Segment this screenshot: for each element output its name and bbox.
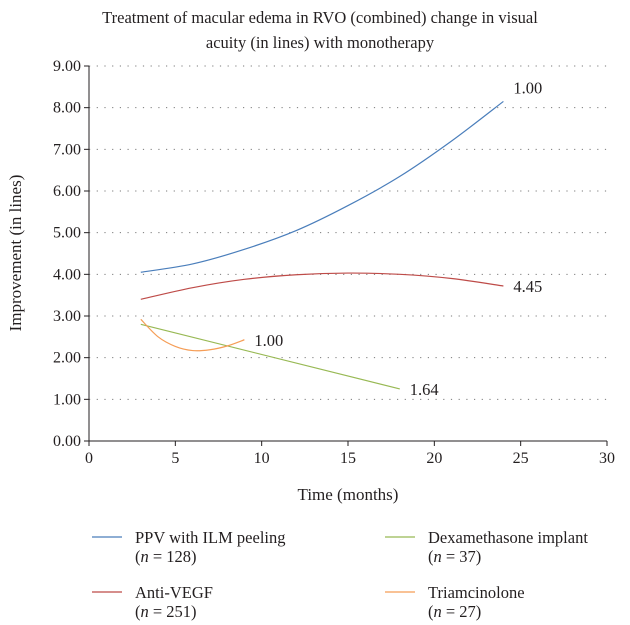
x-tick-label: 25 [513,450,529,467]
end-labels: 1.00 4.45 1.64 1.00 [254,78,542,399]
legend-series-n: (n = 27) [428,602,481,621]
legend-series-n: (n = 37) [428,547,481,566]
x-tick-label: 15 [340,450,356,467]
legend: PPV with ILM peeling(n = 128)Anti-VEGF(n… [92,528,588,621]
chart-title-line-1: Treatment of macular edema in RVO (combi… [102,8,538,27]
series-line-3 [140,318,245,352]
legend-series-name: PPV with ILM peeling [135,528,286,547]
chart-title-line-2: acuity (in lines) with monotherapy [206,33,435,52]
legend-item: Triamcinolone(n = 27) [385,583,525,621]
y-tick-label: 6.00 [53,183,81,200]
y-tick-label: 2.00 [53,350,81,367]
x-tick-label: 20 [426,450,442,467]
x-tick-label: 5 [171,450,179,467]
y-tick-label: 7.00 [53,141,81,158]
y-tick-label: 0.00 [53,433,81,450]
y-tick-label: 3.00 [53,308,81,325]
legend-series-name: Triamcinolone [428,583,525,602]
x-axis-title: Time (months) [298,485,399,504]
series-end-label-1: 4.45 [513,277,542,296]
x-tick-label: 0 [85,450,93,467]
series-end-label-2: 1.64 [410,380,439,399]
series-lines [140,100,504,390]
y-tick-label: 1.00 [53,391,81,408]
axes [88,66,607,442]
series-end-label-0: 1.00 [513,78,542,97]
x-tick-label: 30 [599,450,615,467]
y-tick-label: 8.00 [53,100,81,117]
gridlines [89,65,607,400]
x-tick-label: 10 [254,450,270,467]
legend-series-name: Anti-VEGF [135,583,213,602]
series-line-2 [140,323,400,390]
y-tick-label: 4.00 [53,266,81,283]
legend-series-n: (n = 128) [135,547,197,566]
legend-item: Dexamethasone implant(n = 37) [385,528,588,566]
series-end-label-3: 1.00 [254,331,283,350]
series-line-0 [140,100,504,273]
legend-item: Anti-VEGF(n = 251) [92,583,213,621]
legend-series-n: (n = 251) [135,602,197,621]
y-tick-label: 9.00 [53,58,81,75]
series-line-1 [140,272,504,300]
y-axis-ticks: 0.00 1.00 2.00 3.00 4.00 5.00 6.00 7.00 8.00 9.00 [53,58,89,450]
y-axis-title: Improvement (in lines) [6,175,25,332]
legend-item: PPV with ILM peeling(n = 128) [92,528,286,566]
y-tick-label: 5.00 [53,225,81,242]
x-axis-ticks: 0 5 10 15 20 25 30 [85,441,615,467]
legend-series-name: Dexamethasone implant [428,528,588,547]
chart-title: Treatment of macular edema in RVO (combi… [102,8,538,52]
